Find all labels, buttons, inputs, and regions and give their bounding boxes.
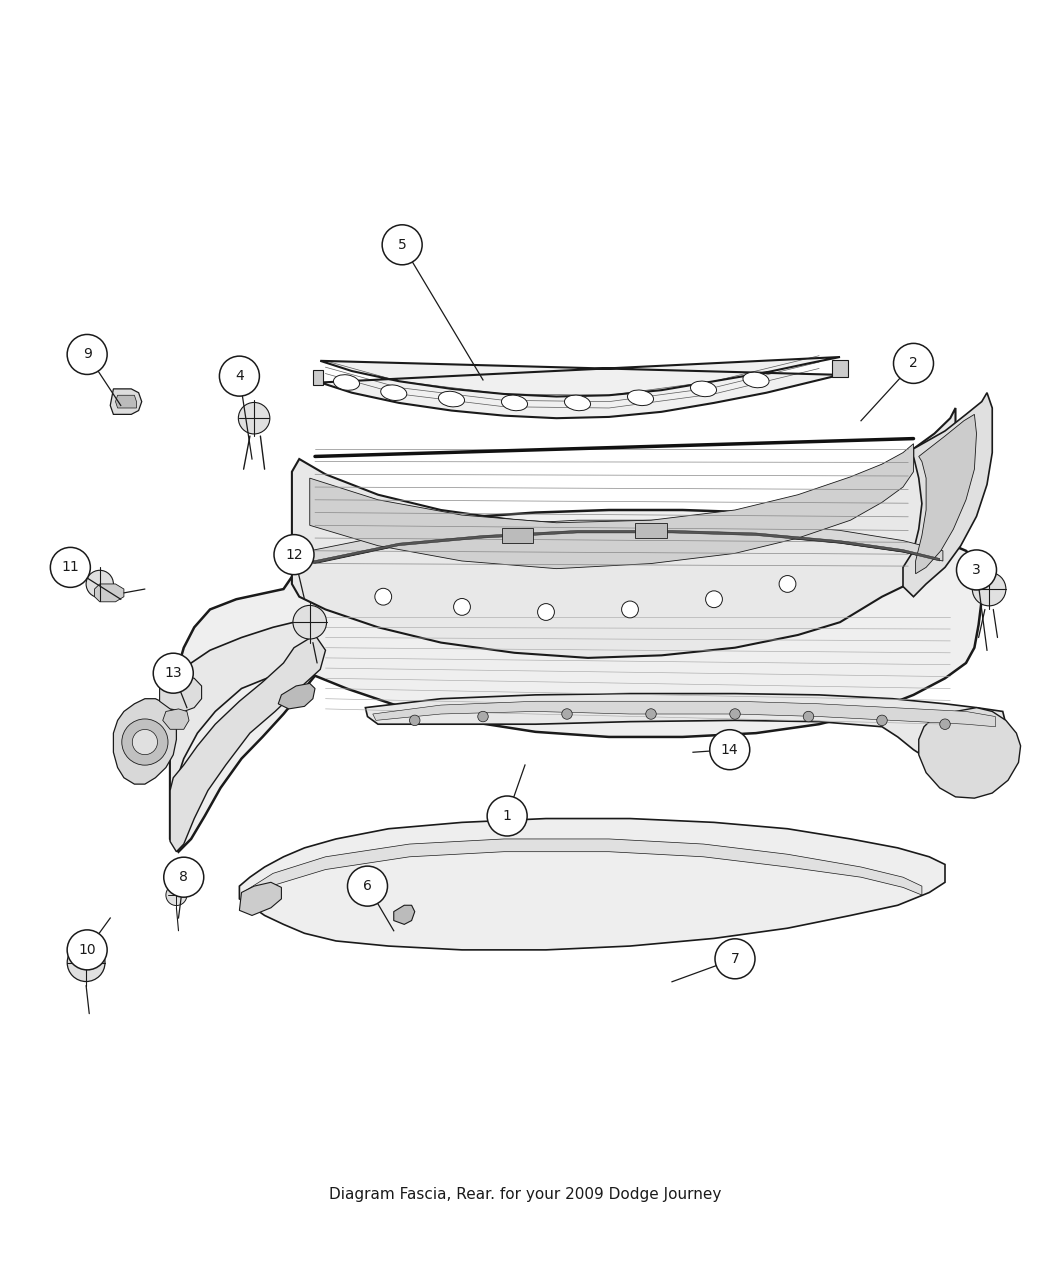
Circle shape bbox=[646, 709, 656, 719]
Ellipse shape bbox=[502, 395, 527, 411]
Circle shape bbox=[86, 570, 113, 598]
Text: 1: 1 bbox=[503, 810, 511, 822]
Polygon shape bbox=[170, 510, 982, 852]
Circle shape bbox=[67, 929, 107, 970]
Text: 5: 5 bbox=[398, 238, 406, 251]
Polygon shape bbox=[502, 528, 533, 543]
Polygon shape bbox=[320, 357, 840, 418]
Polygon shape bbox=[160, 676, 202, 711]
Circle shape bbox=[153, 653, 193, 694]
Text: 11: 11 bbox=[62, 561, 79, 574]
Polygon shape bbox=[170, 622, 310, 816]
Text: 4: 4 bbox=[235, 370, 244, 382]
Text: 12: 12 bbox=[286, 548, 302, 561]
Text: 14: 14 bbox=[721, 743, 738, 756]
Circle shape bbox=[538, 603, 554, 621]
Circle shape bbox=[238, 403, 270, 434]
Circle shape bbox=[877, 715, 887, 725]
Polygon shape bbox=[916, 414, 977, 574]
Polygon shape bbox=[113, 699, 176, 784]
Circle shape bbox=[779, 575, 796, 593]
Polygon shape bbox=[239, 882, 281, 915]
Polygon shape bbox=[903, 393, 992, 597]
Text: 2: 2 bbox=[909, 357, 918, 370]
Circle shape bbox=[803, 711, 814, 722]
Circle shape bbox=[122, 719, 168, 765]
Polygon shape bbox=[292, 408, 956, 658]
Polygon shape bbox=[919, 708, 1021, 798]
Polygon shape bbox=[170, 635, 326, 852]
Circle shape bbox=[454, 598, 470, 616]
Polygon shape bbox=[832, 360, 848, 377]
Circle shape bbox=[894, 343, 933, 384]
Circle shape bbox=[487, 796, 527, 836]
Polygon shape bbox=[239, 819, 945, 950]
Polygon shape bbox=[247, 839, 922, 900]
Polygon shape bbox=[313, 370, 323, 385]
Polygon shape bbox=[310, 444, 914, 569]
Circle shape bbox=[164, 857, 204, 898]
Polygon shape bbox=[94, 584, 124, 602]
Circle shape bbox=[730, 709, 740, 719]
Polygon shape bbox=[373, 701, 995, 727]
Polygon shape bbox=[110, 389, 142, 414]
Circle shape bbox=[274, 534, 314, 575]
Circle shape bbox=[166, 885, 187, 905]
Ellipse shape bbox=[743, 372, 769, 388]
Text: 7: 7 bbox=[731, 952, 739, 965]
Text: Diagram Fascia, Rear. for your 2009 Dodge Journey: Diagram Fascia, Rear. for your 2009 Dodg… bbox=[329, 1187, 721, 1202]
Circle shape bbox=[219, 356, 259, 397]
Polygon shape bbox=[365, 694, 1006, 768]
Polygon shape bbox=[635, 523, 667, 538]
Circle shape bbox=[940, 719, 950, 729]
Text: 13: 13 bbox=[165, 667, 182, 680]
Circle shape bbox=[562, 709, 572, 719]
Circle shape bbox=[622, 601, 638, 618]
Text: 10: 10 bbox=[79, 944, 96, 956]
Polygon shape bbox=[278, 683, 315, 709]
Circle shape bbox=[293, 606, 327, 639]
Text: 3: 3 bbox=[972, 564, 981, 576]
Text: 6: 6 bbox=[363, 880, 372, 892]
Circle shape bbox=[67, 334, 107, 375]
Polygon shape bbox=[310, 520, 943, 564]
Polygon shape bbox=[163, 709, 189, 729]
Circle shape bbox=[972, 572, 1006, 606]
Circle shape bbox=[50, 547, 90, 588]
Circle shape bbox=[715, 938, 755, 979]
Circle shape bbox=[957, 550, 996, 590]
Circle shape bbox=[710, 729, 750, 770]
Ellipse shape bbox=[334, 375, 359, 390]
Ellipse shape bbox=[691, 381, 716, 397]
Circle shape bbox=[375, 588, 392, 606]
Circle shape bbox=[382, 224, 422, 265]
Text: 9: 9 bbox=[83, 348, 91, 361]
Polygon shape bbox=[116, 395, 136, 408]
Ellipse shape bbox=[381, 385, 406, 400]
Ellipse shape bbox=[439, 391, 464, 407]
Circle shape bbox=[348, 866, 387, 907]
Polygon shape bbox=[394, 905, 415, 924]
Ellipse shape bbox=[628, 390, 653, 405]
Circle shape bbox=[478, 711, 488, 722]
Circle shape bbox=[67, 944, 105, 982]
Text: 8: 8 bbox=[180, 871, 188, 884]
Polygon shape bbox=[313, 530, 940, 564]
Circle shape bbox=[706, 590, 722, 608]
Circle shape bbox=[132, 729, 158, 755]
Circle shape bbox=[410, 715, 420, 725]
Ellipse shape bbox=[565, 395, 590, 411]
